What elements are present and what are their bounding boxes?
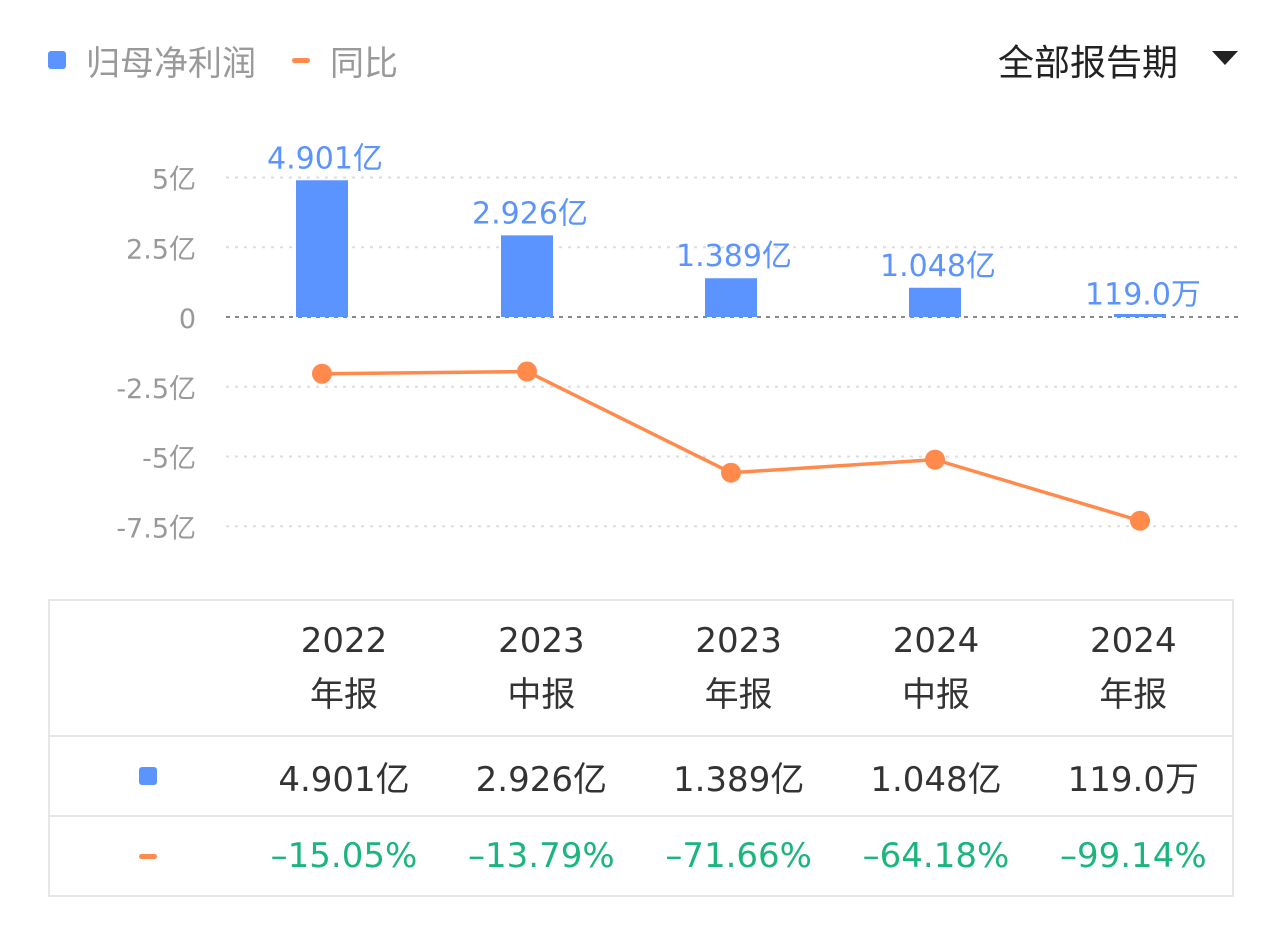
chart-legend: 归母净利润 同比	[48, 36, 434, 84]
profit-cell: 1.389亿	[672, 759, 805, 800]
bar-value-label: 1.389亿	[676, 239, 792, 274]
yoy-line	[321, 369, 1141, 523]
header-period: 年报	[1099, 675, 1168, 715]
legend-label-net-profit: 归母净利润	[86, 43, 256, 84]
bar-value-label: 2.926亿	[472, 196, 588, 231]
bar-value-label: 119.0万	[1085, 278, 1201, 313]
header-year: 2023	[498, 621, 585, 661]
yoy-cell: –15.05%	[270, 836, 418, 876]
net-profit-legend-swatch	[48, 51, 66, 69]
y-tick-label: -2.5亿	[116, 374, 196, 405]
bar[interactable]	[909, 287, 961, 317]
data-table: 2022 年报 2023 中报 2023 年报 2024 中报 2024 年报 …	[48, 599, 1234, 897]
bar-value-label: 1.048亿	[880, 249, 996, 284]
yoy-point[interactable]	[721, 462, 741, 483]
y-tick-label: -7.5亿	[116, 513, 196, 544]
legend-item-net-profit[interactable]: 归母净利润	[48, 36, 256, 85]
table-row-net-profit: 4.901亿 2.926亿 1.389亿 1.048亿 119.0万	[50, 737, 1232, 817]
bar[interactable]	[296, 180, 348, 317]
profit-cell: 1.048亿	[870, 759, 1002, 800]
table-row-yoy: –15.05% –13.79% –71.66% –64.18% –99.14%	[50, 817, 1232, 895]
net-profit-chart: 5亿 2.5亿 0 -2.5亿 -5亿 -7.5亿 4.901亿 2.926亿 1.389亿 1…	[116, 141, 1238, 544]
row-marker	[50, 853, 245, 859]
header-period: 年报	[310, 675, 378, 715]
report-period-label: 全部报告期	[997, 43, 1178, 84]
header-cell: 2024 中报	[837, 614, 1034, 722]
net-profit-marker-icon	[138, 767, 157, 785]
header-period: 年报	[704, 675, 773, 715]
profit-cell: 2.926亿	[475, 759, 607, 800]
profit-cell: 4.901亿	[278, 759, 410, 800]
yoy-legend-swatch	[292, 57, 310, 63]
yoy-cell: –64.18%	[862, 836, 1010, 876]
header-period: 中报	[507, 675, 576, 715]
yoy-cell: –99.14%	[1059, 836, 1207, 876]
bar[interactable]	[1114, 314, 1166, 317]
y-tick-label: 0	[179, 304, 196, 335]
profit-cell: 119.0万	[1067, 759, 1199, 800]
bar-value-label: 4.901亿	[267, 141, 383, 176]
header-year: 2024	[1090, 621, 1177, 661]
yoy-marker-icon	[138, 853, 157, 859]
header-year: 2023	[695, 621, 782, 661]
header-year: 2022	[300, 621, 388, 661]
yoy-point[interactable]	[925, 449, 945, 470]
yoy-point[interactable]	[517, 361, 537, 382]
y-tick-label: 5亿	[152, 165, 196, 196]
legend-item-yoy[interactable]: 同比	[292, 36, 398, 85]
yoy-point[interactable]	[1130, 510, 1150, 531]
header-period: 中报	[901, 675, 970, 715]
bar[interactable]	[501, 235, 553, 317]
yoy-cell: –71.66%	[665, 836, 812, 876]
header-cell: 2024 年报	[1035, 614, 1232, 722]
yoy-cell: –13.79%	[468, 836, 615, 876]
y-tick-label: 2.5亿	[126, 234, 196, 265]
caret-down-icon	[1212, 51, 1238, 65]
table-header-row: 2022 年报 2023 中报 2023 年报 2024 中报 2024 年报	[50, 601, 1232, 737]
yoy-point[interactable]	[312, 363, 332, 384]
legend-label-yoy: 同比	[330, 43, 398, 84]
header-cell: 2023 中报	[443, 614, 640, 722]
header-cell: 2023 年报	[640, 614, 837, 722]
y-tick-label: -5亿	[142, 444, 196, 475]
header-year: 2024	[892, 621, 980, 661]
bar[interactable]	[705, 278, 757, 317]
report-period-dropdown[interactable]: 全部报告期	[998, 34, 1238, 86]
header-cell: 2022 年报	[245, 614, 442, 722]
row-marker	[50, 767, 245, 785]
